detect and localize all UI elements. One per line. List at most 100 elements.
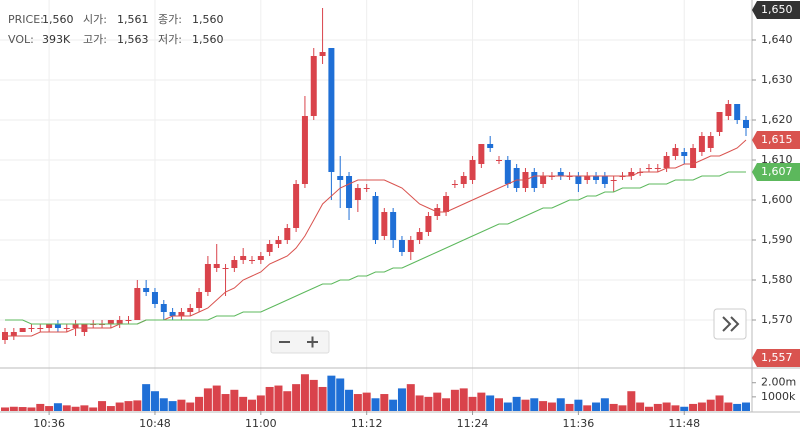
y-tick-label: 1,610 (761, 153, 793, 166)
candle-body (284, 228, 291, 240)
volume-bar (618, 405, 627, 411)
candle-body (46, 324, 53, 328)
candle-body (169, 312, 176, 316)
volume-bar (636, 402, 645, 411)
scroll-right-button[interactable] (713, 308, 747, 340)
volume-bar (600, 398, 609, 411)
candle-body (716, 112, 723, 132)
volume-bar (115, 402, 124, 411)
info-value: 1,560 (192, 33, 224, 46)
volume-bar (248, 399, 256, 411)
y-tick-label: 1,630 (761, 73, 793, 86)
volume-bar (706, 399, 715, 411)
candle-body (531, 172, 538, 188)
volume-bar (186, 402, 195, 411)
volume-bar (459, 388, 468, 411)
candle-body (504, 160, 511, 184)
volume-bar (18, 407, 27, 411)
candle-body (681, 152, 688, 156)
axes: 1,570 1,580 1,590 1,600 1,610 1,620 1,630 1,640… (33, 1, 800, 430)
candle-body (337, 176, 344, 180)
candle-body (416, 232, 423, 240)
volume-bar (150, 391, 159, 411)
candle-body (407, 240, 414, 252)
volume-bar (292, 384, 301, 411)
volume-bar (565, 403, 574, 411)
info-label: 저가: (158, 33, 182, 46)
candle-body (37, 328, 44, 329)
candle-body (354, 188, 361, 200)
candle-body (513, 168, 520, 188)
candle-body (584, 176, 591, 180)
candle-body (72, 324, 79, 328)
volume-bar (221, 394, 230, 411)
volume-bar (203, 388, 212, 411)
info-value: 1,560 (42, 13, 74, 26)
volume-bar (353, 394, 362, 411)
volume-bar (495, 398, 503, 411)
volume-bar (468, 396, 477, 411)
volume-bar (318, 386, 327, 411)
volume-bar (300, 374, 309, 411)
y-tick-label: 1,640 (761, 33, 793, 46)
zoom-in-button[interactable] (307, 336, 318, 348)
zoom-panel (270, 330, 330, 354)
volume-bar (662, 402, 671, 411)
volume-bar (265, 386, 274, 411)
candle-body (725, 104, 732, 116)
volume-bar (742, 402, 750, 411)
info-label: VOL: (8, 33, 34, 46)
candle-body (275, 240, 282, 244)
info-label: 종가: (158, 13, 182, 26)
volume-bar (477, 392, 486, 411)
candle-body (19, 328, 26, 332)
volume-bar (415, 395, 424, 411)
y-tick-label: 1,620 (761, 113, 793, 126)
x-tick-label: 11:36 (563, 417, 595, 430)
candle-body (372, 196, 379, 240)
candle-body (672, 148, 679, 156)
volume-bar (53, 403, 62, 411)
candle-body (134, 288, 141, 320)
y-tick-label: 1,580 (761, 273, 793, 286)
volume-bar (133, 400, 142, 411)
candle-body (363, 188, 370, 189)
volume-bar (230, 389, 239, 411)
candle-body (540, 176, 547, 184)
x-tick-label: 11:24 (457, 417, 489, 430)
volume-bar (689, 403, 698, 411)
volume-bar (274, 385, 283, 411)
candle-body (451, 184, 458, 185)
volume-bar (539, 401, 548, 411)
candle-body (601, 176, 608, 184)
info-value: 393K (42, 33, 71, 46)
candle-body (593, 176, 600, 180)
double-chevron (722, 316, 740, 332)
volume-bar (530, 398, 539, 411)
y-tick-label: 1,590 (761, 233, 793, 246)
price-marker-label: 1,607 (761, 165, 793, 178)
volume-tick-label: 1000k (761, 390, 796, 403)
price-marker-label: 1,615 (761, 133, 793, 146)
candle-body (628, 172, 635, 176)
volume-bar (397, 388, 406, 411)
info-value: 1,561 (117, 13, 149, 26)
candle-body (257, 256, 264, 260)
volume-bar (442, 398, 451, 411)
candle-body (107, 320, 114, 324)
volume-bar (142, 384, 151, 411)
volume-bar (521, 399, 530, 411)
candle-body (213, 264, 220, 268)
volume-bar (733, 403, 742, 411)
candle-body (266, 244, 273, 252)
price-marker (752, 131, 800, 149)
candle-body (654, 168, 661, 169)
volume-bar (89, 407, 98, 411)
volume-bar (556, 398, 565, 411)
volume-bar (424, 396, 433, 411)
price-marker (752, 1, 800, 19)
volume-bar (389, 399, 398, 411)
volume-bar (327, 375, 336, 411)
candle-body (231, 260, 238, 268)
price-marker-label: 1,650 (761, 3, 793, 16)
